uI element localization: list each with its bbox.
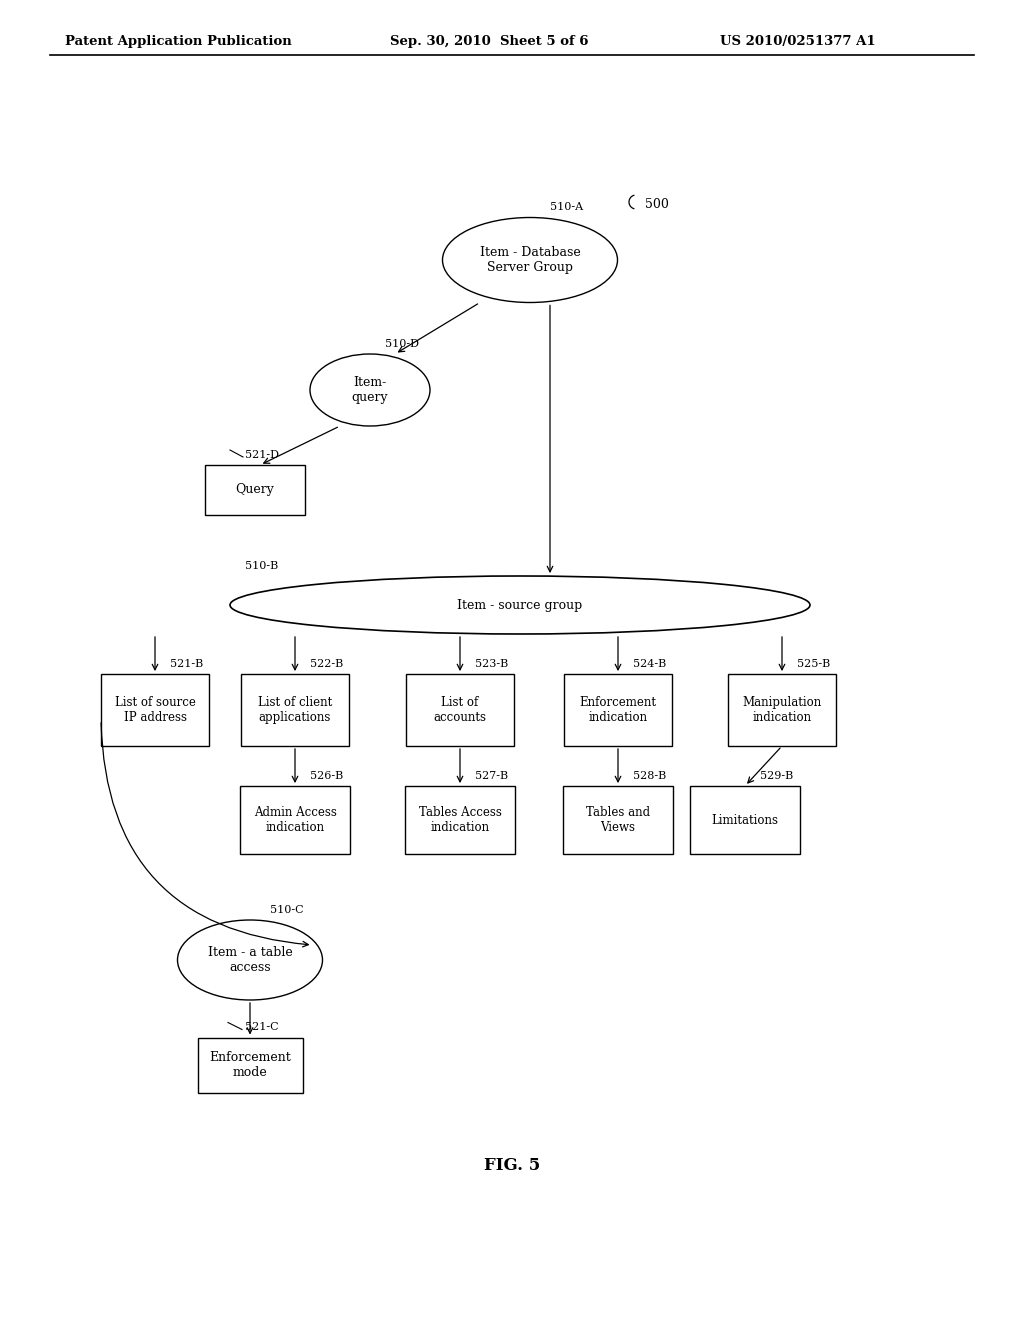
- Bar: [241, 675, 349, 746]
- Text: 500: 500: [645, 198, 669, 211]
- Bar: [198, 1038, 302, 1093]
- Bar: [690, 785, 800, 854]
- Bar: [205, 465, 305, 515]
- Text: 524-B: 524-B: [633, 659, 667, 669]
- Text: Tables and
Views: Tables and Views: [586, 807, 650, 834]
- Text: US 2010/0251377 A1: US 2010/0251377 A1: [720, 36, 876, 48]
- Text: 529-B: 529-B: [760, 771, 794, 781]
- Text: 510-B: 510-B: [245, 561, 279, 572]
- Text: Enforcement
mode: Enforcement mode: [209, 1051, 291, 1078]
- Text: Item - a table
access: Item - a table access: [208, 946, 293, 974]
- Bar: [564, 675, 672, 746]
- Text: Sep. 30, 2010  Sheet 5 of 6: Sep. 30, 2010 Sheet 5 of 6: [390, 36, 589, 48]
- Text: Item-
query: Item- query: [351, 376, 388, 404]
- Text: 525-B: 525-B: [797, 659, 830, 669]
- Text: Limitations: Limitations: [712, 813, 778, 826]
- Text: Patent Application Publication: Patent Application Publication: [65, 36, 292, 48]
- Text: FIG. 5: FIG. 5: [484, 1156, 540, 1173]
- Text: 521-B: 521-B: [170, 659, 203, 669]
- Bar: [240, 785, 350, 854]
- Text: 521-D: 521-D: [245, 450, 279, 459]
- Text: Item - Database
Server Group: Item - Database Server Group: [479, 246, 581, 275]
- Text: 521-C: 521-C: [245, 1023, 279, 1032]
- Text: Item - source group: Item - source group: [458, 598, 583, 611]
- Text: Tables Access
indication: Tables Access indication: [419, 807, 502, 834]
- Text: 528-B: 528-B: [633, 771, 667, 781]
- Bar: [406, 675, 514, 746]
- Text: List of source
IP address: List of source IP address: [115, 696, 196, 723]
- Text: 527-B: 527-B: [475, 771, 508, 781]
- Text: 510-C: 510-C: [270, 906, 304, 915]
- Text: List of client
applications: List of client applications: [258, 696, 332, 723]
- Text: List of
accounts: List of accounts: [433, 696, 486, 723]
- Text: Manipulation
indication: Manipulation indication: [742, 696, 821, 723]
- Text: Admin Access
indication: Admin Access indication: [254, 807, 337, 834]
- Text: 510-A: 510-A: [550, 202, 583, 211]
- Bar: [406, 785, 515, 854]
- Bar: [728, 675, 836, 746]
- Bar: [101, 675, 209, 746]
- Text: 523-B: 523-B: [475, 659, 508, 669]
- Text: Query: Query: [236, 483, 274, 496]
- Text: 510-D: 510-D: [385, 339, 419, 348]
- Text: 526-B: 526-B: [310, 771, 343, 781]
- Text: 522-B: 522-B: [310, 659, 343, 669]
- Text: Enforcement
indication: Enforcement indication: [580, 696, 656, 723]
- Bar: [563, 785, 673, 854]
